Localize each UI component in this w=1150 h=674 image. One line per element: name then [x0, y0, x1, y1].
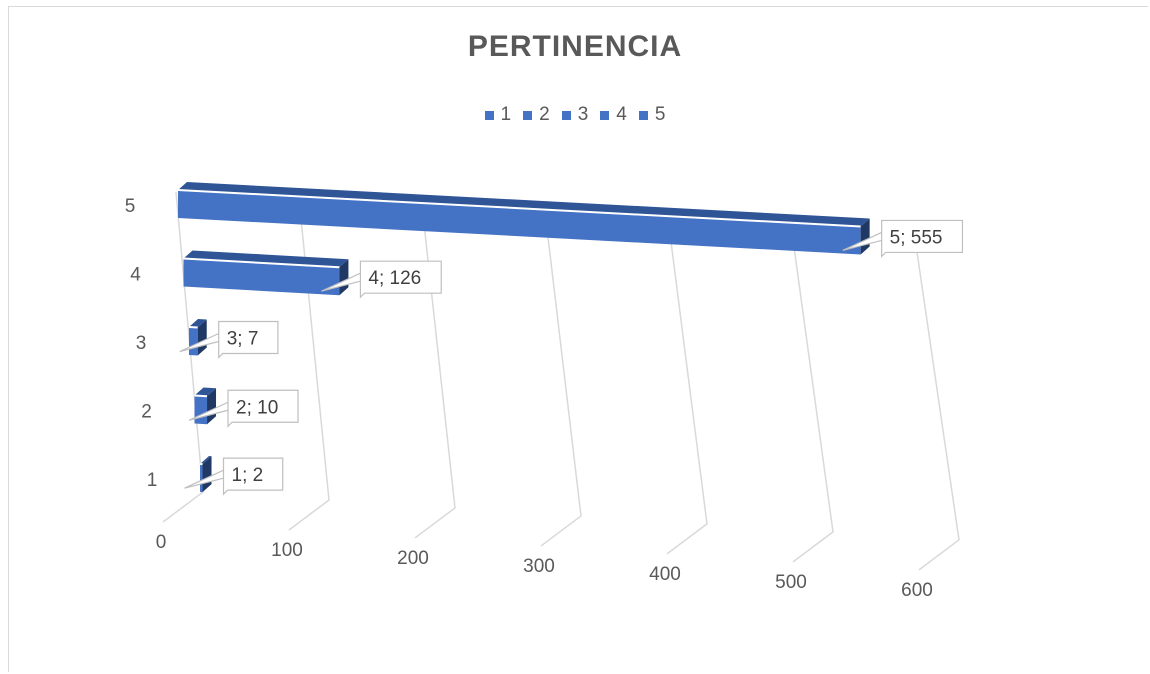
x-tick-label: 300: [523, 556, 555, 577]
bar-edge: [183, 257, 340, 269]
x-tick-label: 400: [649, 564, 681, 585]
data-label-box: [184, 457, 284, 496]
bar-5: [177, 182, 870, 255]
bar-2: [194, 387, 217, 425]
gridline: [790, 224, 834, 563]
legend-item-4: 4: [600, 104, 627, 126]
legend-swatch: [484, 110, 494, 120]
data-label-box: [842, 219, 964, 258]
legend-label: 1: [500, 104, 512, 125]
legend-swatch: [523, 110, 533, 120]
bar-4: [183, 250, 349, 296]
bar-top: [200, 456, 212, 465]
data-label: 2; 10: [188, 389, 299, 428]
legend-swatch: [600, 110, 610, 120]
legend: 1 2 3 4 5: [0, 104, 1150, 126]
legend-item-1: 1: [484, 104, 512, 126]
data-label: 5; 555: [842, 219, 964, 258]
x-tick-label: 200: [397, 548, 429, 569]
legend-label: 3: [577, 104, 589, 125]
data-label-text: 4; 126: [368, 268, 421, 289]
bar-3: [188, 319, 207, 356]
y-tick-label: 2: [141, 402, 152, 423]
gridline: [288, 198, 330, 531]
bar-top: [183, 250, 349, 268]
gridline: [666, 218, 708, 555]
chart-title: PERTINENCIA: [467, 30, 683, 63]
data-label: 4; 126: [321, 260, 442, 299]
bar-front: [183, 258, 340, 296]
gridline: [162, 191, 204, 523]
legend-label: 4: [616, 104, 627, 125]
gridline: [913, 231, 960, 571]
data-label-box: [321, 260, 442, 299]
legend-item-2: 2: [523, 104, 550, 126]
bar-front: [200, 464, 203, 493]
bar-edge: [188, 326, 198, 329]
bar-front: [189, 327, 198, 356]
data-label-text: 3; 7: [227, 329, 259, 350]
legend-item-5: 5: [638, 104, 666, 126]
bar-top: [189, 319, 207, 328]
x-tick-label: 500: [775, 572, 807, 593]
y-tick-label: 5: [125, 196, 136, 217]
chart-frame: [8, 6, 1148, 672]
bar-top: [194, 387, 217, 397]
legend-swatch: [638, 110, 648, 120]
legend-item-3: 3: [561, 104, 589, 126]
data-label: 3; 7: [179, 320, 279, 359]
bar-edge: [177, 189, 861, 228]
data-label-text: 5; 555: [890, 227, 943, 248]
legend-label: 2: [539, 104, 550, 125]
bar-front: [178, 190, 861, 255]
bar-edge: [194, 394, 208, 398]
data-label-box: [188, 389, 299, 428]
gridline: [540, 211, 582, 547]
x-tick-label: 0: [156, 532, 167, 553]
data-label-box: [179, 320, 279, 359]
bar-top: [178, 182, 870, 227]
data-label: 1; 2: [184, 457, 284, 496]
y-tick-label: 3: [136, 333, 147, 354]
legend-swatch: [561, 110, 571, 120]
data-label-text: 2; 10: [236, 397, 278, 418]
bar-1: [199, 456, 212, 493]
y-tick-label: 4: [130, 265, 141, 286]
x-tick-label: 600: [901, 580, 933, 601]
gridline: [414, 205, 456, 539]
legend-label: 5: [654, 104, 666, 125]
bar-front: [194, 395, 208, 425]
data-label-text: 1; 2: [232, 465, 264, 486]
x-tick-label: 100: [271, 540, 303, 561]
y-tick-label: 1: [147, 470, 158, 491]
